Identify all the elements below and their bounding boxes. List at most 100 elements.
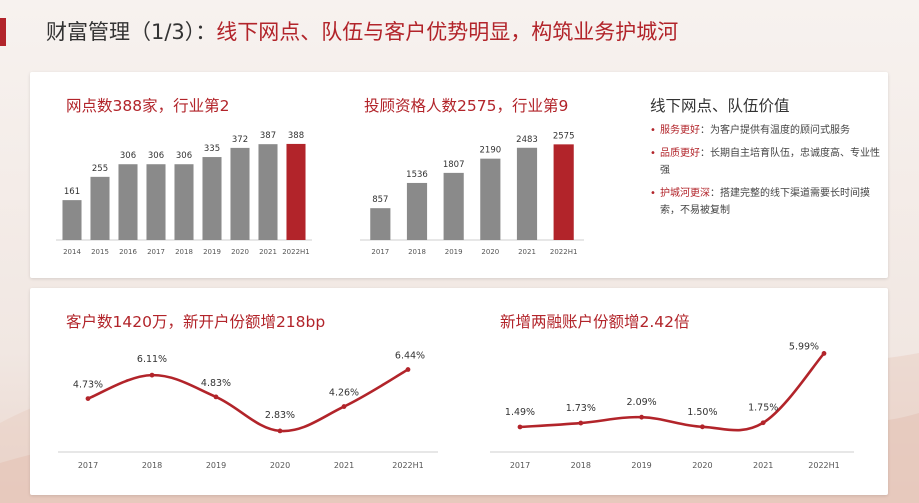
data-point <box>760 420 766 426</box>
x-tick-label: 2019 <box>445 248 463 256</box>
x-tick-label: 2017 <box>510 461 530 470</box>
data-label: 1536 <box>406 170 428 180</box>
x-tick-label: 2021 <box>518 248 536 256</box>
data-label: 857 <box>372 195 388 205</box>
data-label: 5.99% <box>789 341 819 352</box>
data-label: 255 <box>92 164 108 174</box>
x-tick-label: 2017 <box>147 248 165 256</box>
x-tick-label: 2014 <box>63 248 81 256</box>
data-label: 335 <box>204 144 220 154</box>
x-tick-label: 2017 <box>371 248 389 256</box>
data-label: 306 <box>176 151 192 161</box>
branch-count-bar-chart: 161 2014 255 2015 306 2016 306 2017 306 2018 335 20… <box>56 131 312 256</box>
data-point <box>213 394 219 400</box>
x-tick-label: 2018 <box>175 248 193 256</box>
x-tick-label: 2018 <box>142 461 162 470</box>
advisor-count-bar-chart: 857 2017 1536 2018 1807 2019 2190 2020 2483 2021 2… <box>360 131 584 256</box>
x-tick-label: 2019 <box>631 461 651 470</box>
x-tick-label: 2020 <box>692 461 712 470</box>
x-tick-label: 2019 <box>206 461 226 470</box>
data-label: 161 <box>64 187 80 197</box>
top-panel: 网点数388家，行业第2 161 2014 255 2015 306 2016 306 201… <box>30 72 888 278</box>
bar <box>230 147 250 240</box>
x-tick-label: 2022H1 <box>282 248 310 256</box>
bullet-key: 品质更好 <box>660 148 700 159</box>
title-accent-bar <box>0 18 6 46</box>
client-chart-title: 客户数1420万，新开户份额增218bp <box>66 313 326 331</box>
data-point <box>85 396 91 401</box>
data-label: 2575 <box>553 131 575 141</box>
data-label: 2190 <box>480 146 502 156</box>
data-label: 4.83% <box>201 378 231 389</box>
bottom-panel: 客户数1420万，新开户份额增218bp 4.73% 2017 6.11% 2018 4… <box>30 288 888 495</box>
page-title-rest: 线下网点、队伍与客户优势明显，构筑业务护城河 <box>216 20 679 44</box>
x-tick-label: 2020 <box>481 248 499 256</box>
x-tick-label: 2021 <box>259 248 277 256</box>
bar <box>118 164 138 240</box>
x-tick-label: 2022H1 <box>550 248 578 256</box>
value-bullet-item: • 服务更好：为客户提供有温度的顾问式服务 <box>650 122 880 139</box>
margin-share-line-chart: 1.49% 2017 1.73% 2018 2.09% 2019 1.50% 2020 1.75… <box>490 341 854 470</box>
value-bullet-item: • 品质更好：长期自主培育队伍，忠诚度高、专业性强 <box>650 145 880 179</box>
data-point <box>277 428 283 434</box>
page-title-main: 财富管理（1/3）： <box>46 20 217 44</box>
x-tick-label: 2015 <box>91 248 109 256</box>
bar <box>202 157 222 240</box>
data-label: 2.83% <box>265 410 295 421</box>
data-label: 1807 <box>443 160 465 170</box>
value-bullet-item: • 护城河更深：搭建完整的线下渠道需要长时间摸索，不易被复制 <box>650 185 880 219</box>
data-point <box>517 424 523 430</box>
x-tick-label: 2018 <box>408 248 426 256</box>
bar <box>443 172 464 240</box>
bullet-key: 服务更好 <box>660 125 700 136</box>
advisor-chart-title: 投顾资格人数2575，行业第9 <box>364 97 569 115</box>
data-label: 372 <box>232 135 248 145</box>
data-label: 6.11% <box>137 354 167 365</box>
series-line <box>518 352 826 432</box>
data-point <box>405 367 411 372</box>
bar <box>286 143 306 240</box>
x-tick-label: 2017 <box>78 461 98 470</box>
series-line <box>86 368 410 433</box>
data-point <box>578 420 584 426</box>
bar <box>480 158 501 240</box>
data-label: 306 <box>120 151 136 161</box>
bullet-text: 为客户提供有温度的顾问式服务 <box>710 125 850 136</box>
data-label: 387 <box>260 131 276 141</box>
x-tick-label: 2018 <box>571 461 591 470</box>
bar <box>370 208 391 240</box>
bullet-dot-icon: • <box>650 125 656 136</box>
x-tick-label: 2021 <box>753 461 773 470</box>
bullet-dot-icon: • <box>650 148 656 159</box>
data-label: 6.44% <box>395 351 425 362</box>
margin-chart-title: 新增两融账户份额增2.42倍 <box>500 313 690 331</box>
data-label: 2.09% <box>627 397 657 408</box>
data-label: 4.26% <box>329 388 359 399</box>
data-point <box>341 404 347 409</box>
branch-chart-title: 网点数388家，行业第2 <box>66 97 230 115</box>
data-point <box>639 414 644 420</box>
data-point <box>149 372 155 378</box>
data-point <box>700 424 705 430</box>
x-tick-label: 2021 <box>334 461 354 470</box>
bar <box>146 164 166 240</box>
bullet-text: 搭建完整的线下渠道需要长时间摸索，不易被复制 <box>660 188 870 216</box>
bar <box>258 144 278 240</box>
data-label: 388 <box>288 131 304 141</box>
data-label: 1.49% <box>505 407 535 418</box>
bar <box>174 164 194 240</box>
x-tick-label: 2016 <box>119 248 137 256</box>
data-label: 306 <box>148 151 164 161</box>
data-point <box>821 351 827 356</box>
data-label: 1.75% <box>748 403 778 414</box>
x-tick-label: 2020 <box>270 461 290 470</box>
data-label: 4.73% <box>73 380 103 391</box>
value-bullet-list: • 服务更好：为客户提供有温度的顾问式服务 • 品质更好：长期自主培育队伍，忠诚度高… <box>650 122 880 225</box>
data-label: 2483 <box>516 135 538 145</box>
bar <box>90 176 110 240</box>
value-panel-title: 线下网点、队伍价值 <box>650 97 790 115</box>
bullet-dot-icon: • <box>650 188 656 199</box>
x-tick-label: 2020 <box>231 248 249 256</box>
bar <box>516 147 538 240</box>
page-title: 财富管理（1/3）：线下网点、队伍与客户优势明显，构筑业务护城河 <box>46 16 678 48</box>
